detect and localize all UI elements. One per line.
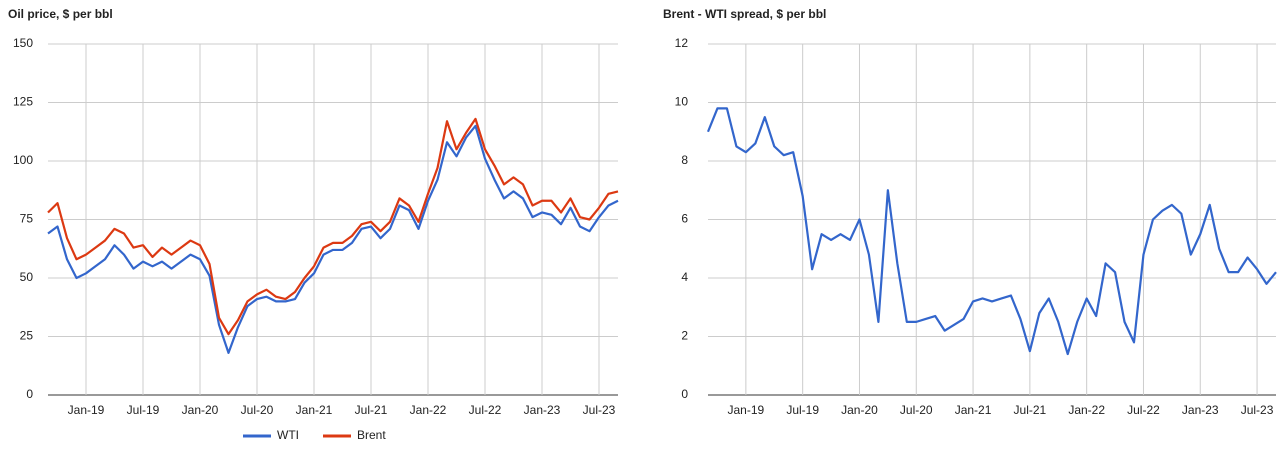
legend-label: Brent xyxy=(357,428,386,442)
x-tick-label: Jul-23 xyxy=(583,403,616,417)
x-tick-label: Jul-19 xyxy=(786,403,819,417)
x-tick-label: Jan-21 xyxy=(955,403,992,417)
x-tick-label: Jan-23 xyxy=(1182,403,1219,417)
y-tick-label: 100 xyxy=(13,153,33,167)
y-tick-label: 0 xyxy=(26,387,33,401)
y-tick-label: 25 xyxy=(20,329,34,343)
y-tick-label: 0 xyxy=(681,387,688,401)
series-line xyxy=(706,107,1277,356)
x-tick-label: Jul-19 xyxy=(127,403,160,417)
x-tick-label: Jul-21 xyxy=(1014,403,1047,417)
x-tick-label: Jan-23 xyxy=(524,403,561,417)
x-tick-label: Jan-21 xyxy=(296,403,333,417)
x-tick-label: Jul-21 xyxy=(355,403,388,417)
chart-title: Brent - WTI spread, $ per bbl xyxy=(663,7,826,21)
y-tick-label: 50 xyxy=(20,270,34,284)
y-tick-label: 75 xyxy=(20,212,34,226)
x-tick-label: Jan-19 xyxy=(68,403,105,417)
y-tick-label: 2 xyxy=(681,329,688,343)
series-line xyxy=(47,117,619,336)
series-line xyxy=(47,124,619,354)
x-tick-label: Jul-23 xyxy=(1241,403,1274,417)
y-tick-label: 4 xyxy=(681,270,688,284)
y-tick-label: 10 xyxy=(675,95,689,109)
x-tick-label: Jul-22 xyxy=(1127,403,1160,417)
x-tick-label: Jan-20 xyxy=(182,403,219,417)
y-tick-label: 12 xyxy=(675,36,689,50)
x-tick-label: Jan-22 xyxy=(1068,403,1105,417)
x-tick-label: Jan-22 xyxy=(410,403,447,417)
y-tick-label: 125 xyxy=(13,95,33,109)
y-tick-label: 8 xyxy=(681,153,688,167)
x-tick-label: Jan-20 xyxy=(841,403,878,417)
x-tick-label: Jan-19 xyxy=(728,403,765,417)
chart-title: Oil price, $ per bbl xyxy=(8,7,113,21)
y-tick-label: 150 xyxy=(13,36,33,50)
x-tick-label: Jul-20 xyxy=(900,403,933,417)
legend-label: WTI xyxy=(277,428,299,442)
y-tick-label: 6 xyxy=(681,212,688,226)
x-tick-label: Jul-22 xyxy=(469,403,502,417)
x-tick-label: Jul-20 xyxy=(241,403,274,417)
